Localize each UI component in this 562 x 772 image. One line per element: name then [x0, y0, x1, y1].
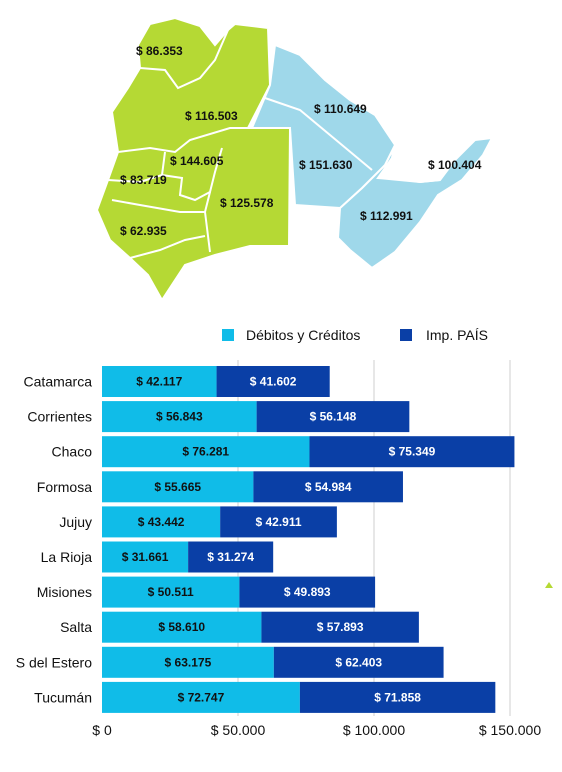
region-shape-blue-formosa-chaco — [250, 43, 397, 210]
map-value-label-salta: $ 116.503 — [185, 109, 238, 123]
map-value-label-catamarca: $ 86.353 — [136, 44, 183, 58]
region-border — [117, 127, 248, 154]
bar-value-label: $ 42.117 — [136, 375, 182, 389]
legend-swatch-debitos — [222, 329, 234, 341]
region-border — [139, 29, 229, 90]
bar-value-label: $ 75.349 — [389, 445, 436, 459]
x-tick-label: $ 100.000 — [343, 722, 405, 738]
map-value-label-catamarca-west: $ 83.719 — [120, 173, 167, 187]
category-label: Jujuy — [59, 514, 92, 530]
bar-impais — [256, 401, 410, 433]
bar-value-label: $ 55.665 — [154, 480, 201, 494]
bar-value-label: $ 31.661 — [122, 550, 169, 564]
bar-impais — [273, 646, 444, 678]
x-tick-label: $ 0 — [92, 722, 112, 738]
category-label: Chaco — [52, 444, 93, 460]
x-tick-label: $ 150.000 — [479, 722, 541, 738]
bar-value-label: $ 58.610 — [158, 620, 205, 634]
bar-impais — [216, 366, 330, 397]
bar-impais — [239, 576, 376, 608]
bar-debitos — [102, 646, 274, 678]
bar-impais — [188, 541, 274, 573]
x-tick-label: $ 50.000 — [211, 722, 266, 738]
bar-value-label: $ 41.602 — [250, 375, 297, 389]
bar-value-label: $ 57.893 — [317, 620, 364, 634]
map-value-label-chaco: $ 151.630 — [299, 158, 353, 172]
bar-value-label: $ 54.984 — [305, 480, 352, 494]
category-label: La Rioja — [41, 549, 93, 565]
category-label: Tucumán — [34, 689, 92, 705]
bar-value-label: $ 76.281 — [182, 445, 229, 459]
bar-value-label: $ 62.403 — [335, 655, 382, 669]
bar-value-label: $ 63.175 — [165, 655, 212, 669]
bar-impais — [299, 681, 496, 713]
region-border — [107, 174, 163, 184]
bar-debitos — [102, 436, 310, 468]
region-border — [264, 97, 373, 171]
stacked-bar-chart: Débitos y Créditos Imp. PAÍS $ 42.117 $ 4… — [16, 327, 542, 738]
decorative-mark — [545, 582, 553, 588]
bar-value-label: $ 42.911 — [255, 515, 301, 529]
bar-value-label: $ 72.747 — [178, 690, 225, 704]
map-value-label-santiago: $ 125.578 — [220, 196, 274, 210]
bar-debitos — [102, 611, 262, 643]
map-value-label-la-rioja: $ 62.935 — [120, 224, 167, 238]
bar-value-label: $ 71.858 — [374, 690, 421, 704]
region-shape-green-outline — [95, 16, 292, 302]
bar-debitos — [102, 366, 217, 397]
region-border — [377, 177, 441, 184]
bar-impais — [253, 471, 403, 503]
bar-value-label: $ 50.511 — [148, 585, 194, 599]
region-border — [204, 211, 211, 253]
bar-value-label: $ 49.893 — [284, 585, 331, 599]
bar-impais — [220, 506, 337, 538]
bar-debitos — [102, 576, 240, 608]
bar-impais — [261, 611, 419, 643]
bar-impais — [309, 436, 515, 468]
bar-debitos — [102, 401, 257, 433]
bar-value-label: $ 56.148 — [310, 410, 357, 424]
category-label: Misiones — [37, 584, 92, 600]
bar-value-label: $ 56.843 — [156, 410, 203, 424]
map-value-label-tucuman: $ 144.605 — [170, 154, 224, 168]
bar-debitos — [102, 681, 300, 713]
region-map: $ 86.353 $ 116.503 $ 144.605$ 83.719 $ 125.… — [95, 16, 494, 302]
map-value-label-corrientes: $ 112.991 — [360, 209, 413, 223]
bar-value-label: $ 31.274 — [207, 550, 254, 564]
bar-value-label: $ 43.442 — [138, 515, 185, 529]
category-label: S del Estero — [16, 654, 92, 670]
legend-swatch-impais — [400, 329, 412, 341]
region-border — [160, 147, 223, 202]
map-value-label-formosa: $ 110.649 — [314, 102, 367, 116]
category-label: Corrientes — [27, 409, 92, 425]
bar-debitos — [102, 471, 254, 503]
chart-legend: Débitos y Créditos Imp. PAÍS — [222, 327, 488, 343]
category-label: Catamarca — [24, 374, 93, 390]
category-label: Formosa — [37, 479, 92, 495]
region-border — [129, 235, 206, 259]
bar-debitos — [102, 541, 189, 573]
legend-label-debitos: Débitos y Créditos — [246, 327, 360, 343]
region-border — [111, 191, 211, 213]
map-value-label-misiones: $ 100.404 — [428, 158, 482, 172]
legend-label-impais: Imp. PAÍS — [426, 327, 488, 343]
bar-debitos — [102, 506, 221, 538]
category-label: Salta — [60, 619, 92, 635]
